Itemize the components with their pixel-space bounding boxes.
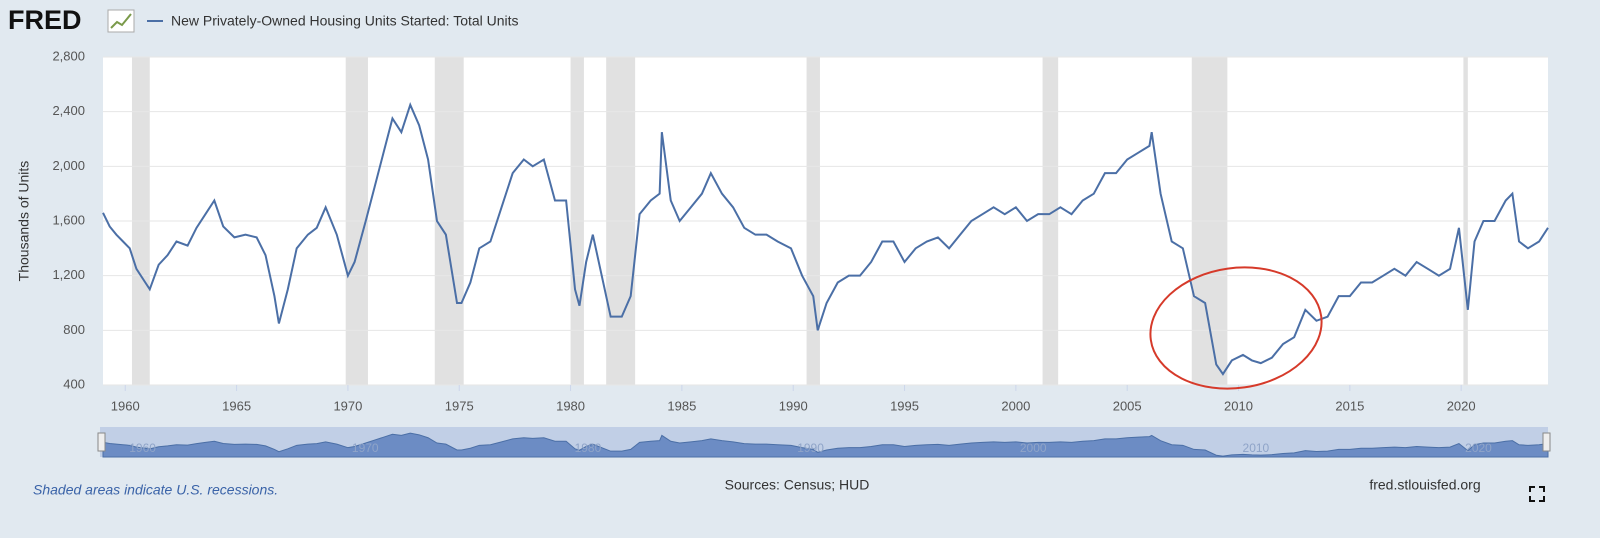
x-tick-label: 1995 (890, 398, 919, 413)
x-tick-label: 2000 (1001, 398, 1030, 413)
y-tick-label: 1,200 (52, 267, 85, 282)
x-tick-label: 1975 (445, 398, 474, 413)
site-url: fred.stlouisfed.org (1369, 477, 1480, 493)
navigator-handle[interactable] (1542, 432, 1551, 452)
navigator-area (102, 432, 1549, 458)
y-tick-label: 400 (63, 376, 85, 391)
x-tick-label: 2005 (1113, 398, 1142, 413)
x-tick-label: 1965 (222, 398, 251, 413)
navigator-tick-label: 2010 (1243, 441, 1270, 455)
legend-label: New Privately-Owned Housing Units Starte… (171, 13, 519, 29)
fullscreen-icon[interactable] (1529, 486, 1545, 502)
x-tick-label: 1985 (667, 398, 696, 413)
logo-icon (107, 9, 135, 33)
navigator-tick-label: 1990 (797, 441, 824, 455)
x-tick-label: 1960 (111, 398, 140, 413)
x-tick-label: 2010 (1224, 398, 1253, 413)
navigator-tick-label: 1980 (575, 441, 602, 455)
y-tick-label: 800 (63, 322, 85, 337)
x-tick-label: 1980 (556, 398, 585, 413)
navigator-handle[interactable] (97, 432, 106, 452)
logo: FRED (8, 5, 82, 35)
y-tick-label: 2,000 (52, 158, 85, 173)
x-tick-label: 1990 (779, 398, 808, 413)
x-tick-label: 1970 (333, 398, 362, 413)
navigator-tick-label: 2000 (1020, 441, 1047, 455)
x-tick-label: 2020 (1447, 398, 1476, 413)
sources: Sources: Census; HUD (725, 477, 870, 493)
recession-note: Shaded areas indicate U.S. recessions. (33, 482, 278, 498)
navigator-tick-label: 1970 (352, 441, 379, 455)
navigator-tick-label: 2020 (1465, 441, 1492, 455)
navigator-tick-label: 1960 (129, 441, 156, 455)
y-tick-label: 2,800 (52, 48, 85, 63)
x-tick-label: 2015 (1335, 398, 1364, 413)
data-line (102, 102, 1549, 376)
y-axis-label: Thousands of Units (16, 161, 32, 282)
annotation-circle (1149, 266, 1323, 390)
y-tick-label: 1,600 (52, 212, 85, 227)
y-tick-label: 2,400 (52, 103, 85, 118)
